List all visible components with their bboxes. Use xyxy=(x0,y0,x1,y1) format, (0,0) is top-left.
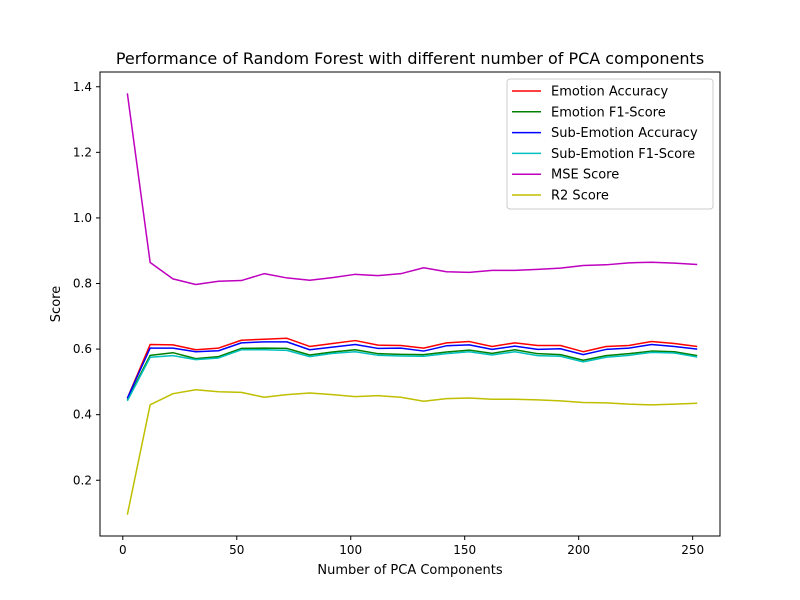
y-tick-label: 1.2 xyxy=(73,145,92,159)
chart-title: Performance of Random Forest with differ… xyxy=(116,49,704,68)
y-tick-label: 1.4 xyxy=(73,80,92,94)
series-line-1 xyxy=(126,337,698,399)
legend-label-6: R2 Score xyxy=(551,189,609,204)
series-line-5 xyxy=(126,93,698,286)
plot-frame xyxy=(99,71,721,537)
x-tick-label: 0 xyxy=(119,543,127,557)
series-line-2 xyxy=(126,347,698,401)
y-axis-label: Score xyxy=(49,286,64,322)
y-tick-label: 0.2 xyxy=(73,473,92,487)
legend-label-1: Emotion Accuracy xyxy=(551,85,669,100)
series-line-6 xyxy=(126,389,698,515)
legend-label-3: Sub-Emotion Accuracy xyxy=(551,126,698,141)
x-tick-label: 150 xyxy=(453,543,476,557)
y-tick-label: 1.0 xyxy=(73,211,92,225)
x-tick-label: 50 xyxy=(229,543,244,557)
x-tick-label: 250 xyxy=(681,543,704,557)
legend-box xyxy=(506,78,714,210)
y-tick-label: 0.6 xyxy=(73,342,92,356)
y-axis: 0.2 0.4 0.6 0.8 1.0 1.2 1.4 xyxy=(73,80,100,487)
plot-lines xyxy=(126,93,698,515)
series-line-3 xyxy=(126,341,698,399)
legend: Emotion Accuracy Emotion F1-Score Sub-Emot… xyxy=(506,78,714,210)
series-line-4 xyxy=(126,348,698,402)
x-tick-label: 100 xyxy=(339,543,362,557)
x-tick-label: 200 xyxy=(567,543,590,557)
x-axis: 0 50 100 150 200 250 xyxy=(119,536,704,557)
y-tick-label: 0.8 xyxy=(73,277,92,291)
legend-label-5: MSE Score xyxy=(551,168,619,183)
legend-label-2: Emotion F1-Score xyxy=(551,105,666,120)
y-tick-label: 0.4 xyxy=(73,408,92,422)
x-axis-label: Number of PCA Components xyxy=(317,563,502,578)
legend-label-4: Sub-Emotion F1-Score xyxy=(551,147,695,162)
